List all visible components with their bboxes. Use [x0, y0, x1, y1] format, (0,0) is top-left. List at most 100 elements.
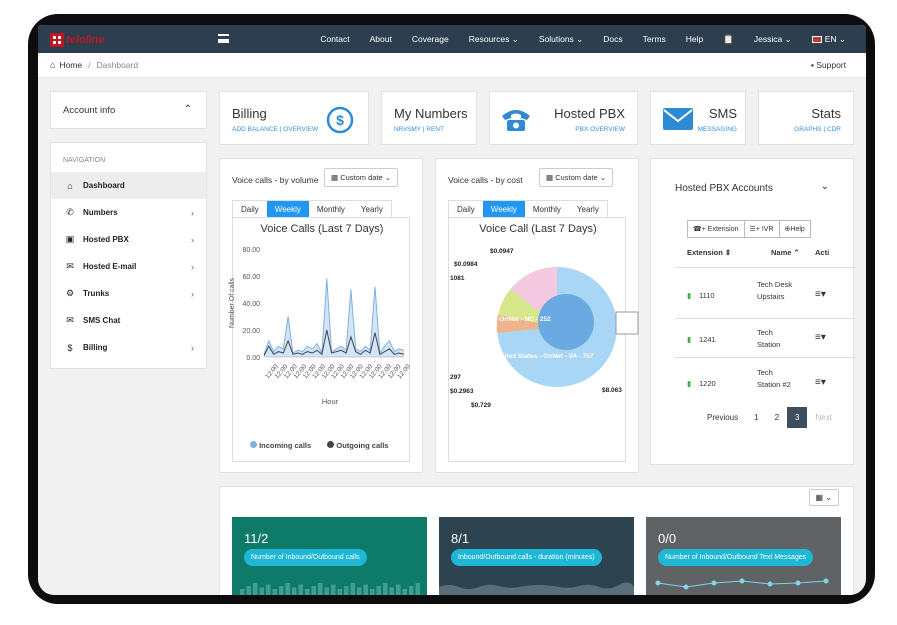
- brand-logo[interactable]: teloline: [50, 31, 110, 48]
- legend-outgoing[interactable]: Outgoing calls: [327, 441, 388, 450]
- sidebar-nav: NAVIGATION ⌂ Dashboard ✆ Numbers › ▣ Hosted …: [50, 142, 207, 369]
- language-menu[interactable]: EN ⌄: [811, 34, 846, 45]
- tab-weekly[interactable]: Weekly: [266, 201, 309, 218]
- table-row[interactable]: ▮ 1220 Tech Station #2 ≡▾: [675, 359, 855, 407]
- period-tabs: Daily Weekly Monthly Yearly: [232, 200, 392, 218]
- flag-icon: [811, 35, 822, 43]
- spark-bar: [357, 587, 362, 595]
- pbx-table-header: Extension ⇕ Name ⌃ Acti: [675, 248, 855, 268]
- stat-value: 11/2: [244, 531, 269, 546]
- spark-bar: [331, 584, 336, 595]
- telephone-icon: [502, 110, 530, 131]
- nav-resources[interactable]: Resources ⌄: [468, 33, 519, 44]
- sidebar-item-billing[interactable]: $ Billing ›: [51, 334, 206, 361]
- tile-stats[interactable]: Stats GRAPHS | CDR: [758, 91, 854, 145]
- col-actions: Acti: [815, 248, 830, 257]
- page-2[interactable]: 2: [774, 412, 780, 422]
- col-name[interactable]: Name ⌃: [771, 248, 800, 257]
- table-row[interactable]: ▮ 1241 Tech Station ≡▾: [675, 320, 855, 358]
- table-row[interactable]: ▮ 1110 Tech Desk Upstairs ≡▾: [675, 271, 855, 319]
- ivr-button[interactable]: ☰+ IVR: [744, 220, 780, 238]
- page-next[interactable]: Next: [815, 412, 832, 422]
- tab-monthly[interactable]: Monthly: [316, 205, 345, 214]
- sidebar-item-sms-chat[interactable]: ✉ SMS Chat: [51, 307, 206, 334]
- row-actions-icon[interactable]: ≡▾: [815, 289, 826, 300]
- nav-docs[interactable]: Docs: [603, 34, 623, 44]
- nav-solutions[interactable]: Solutions ⌄: [538, 33, 584, 44]
- tab-daily[interactable]: Daily: [457, 205, 475, 214]
- help-icon: ⊕: [784, 226, 791, 233]
- stat-value: 8/1: [451, 531, 470, 546]
- tab-yearly[interactable]: Yearly: [576, 205, 599, 214]
- support-link[interactable]: ▪ Support: [810, 60, 846, 70]
- stat-card-duration[interactable]: 8/1 Inbound/Outbound calls - duration (m…: [439, 517, 634, 595]
- voice-volume-card: Voice calls - by volume ▦ Custom date ⌄ …: [219, 158, 423, 473]
- chevron-down-icon[interactable]: ⌄: [820, 181, 829, 192]
- tile-billing[interactable]: Billing ADD BALANCE | OVERVIEW $: [219, 91, 369, 145]
- spark-bar: [246, 586, 251, 595]
- page-previous[interactable]: Previous: [707, 412, 739, 422]
- calendar-dropdown[interactable]: ▦ ⌄: [808, 489, 839, 506]
- tile-links[interactable]: ADD BALANCE | OVERVIEW: [232, 126, 319, 133]
- tile-links[interactable]: MESSAGING: [697, 126, 737, 133]
- tile-sms[interactable]: SMS MESSAGING: [650, 91, 746, 145]
- spark-bar: [279, 586, 284, 595]
- col-extension[interactable]: Extension ⇕: [687, 248, 732, 257]
- sidebar-item-numbers[interactable]: ✆ Numbers ›: [51, 199, 206, 226]
- stat-card-texts[interactable]: 0/0 Number of Inbound/Outbound Text Mess…: [646, 517, 841, 595]
- tab-yearly[interactable]: Yearly: [360, 205, 383, 214]
- breadcrumb-home[interactable]: Home: [59, 60, 83, 70]
- chat-icon: ✉: [66, 315, 74, 325]
- clipboard-icon[interactable]: 📋: [723, 33, 734, 44]
- sidebar-item-hosted-email[interactable]: ✉ Hosted E-mail ›: [51, 253, 206, 280]
- tile-my-numbers[interactable]: My Numbers NR#SMY | RENT: [381, 91, 477, 145]
- nav-section-label: NAVIGATION: [63, 157, 106, 164]
- chevron-right-icon: ›: [191, 207, 194, 218]
- custom-date-button[interactable]: ▦ Custom date ⌄: [324, 168, 399, 187]
- chevron-up-icon[interactable]: ⌃: [183, 104, 192, 115]
- user-menu[interactable]: Jessica ⌄: [753, 33, 792, 44]
- legend-incoming[interactable]: Incoming calls: [250, 441, 311, 450]
- tab-daily[interactable]: Daily: [241, 205, 259, 214]
- tile-links[interactable]: PBX OVERVIEW: [575, 126, 625, 133]
- nav-coverage[interactable]: Coverage: [411, 34, 449, 44]
- series-line: [263, 329, 405, 356]
- tile-links[interactable]: GRAPHS | CDR: [794, 126, 841, 133]
- nav-about[interactable]: About: [369, 34, 392, 44]
- spark-bar: [259, 587, 264, 595]
- help-button[interactable]: ⊕Help: [779, 220, 811, 238]
- tab-weekly[interactable]: Weekly: [482, 201, 525, 218]
- breadcrumb: ⌂ Home / Dashboard ▪ Support: [38, 53, 866, 78]
- sidebar-item-trunks[interactable]: ⚙ Trunks ›: [51, 280, 206, 307]
- top-navbar: teloline Contact About Coverage Resource…: [38, 25, 866, 53]
- stat-card-calls[interactable]: 11/2 Number of Inbound/Outbound calls: [232, 517, 427, 595]
- nav-help[interactable]: Help: [685, 34, 704, 44]
- nav-contact[interactable]: Contact: [320, 34, 350, 44]
- calendar-icon: ▦: [331, 173, 339, 182]
- sidebar-item-hosted-pbx[interactable]: ▣ Hosted PBX ›: [51, 226, 206, 253]
- row-actions-icon[interactable]: ≡▾: [815, 377, 826, 388]
- custom-date-button[interactable]: ▦ Custom date ⌄: [539, 168, 614, 187]
- row-actions-icon[interactable]: ≡▾: [815, 332, 826, 343]
- add-extension-button[interactable]: ☎+ Extension: [687, 220, 745, 238]
- page-1[interactable]: 1: [754, 412, 759, 422]
- spark-bar: [292, 587, 297, 595]
- spark-bar: [389, 587, 394, 595]
- home-icon: ⌂: [67, 180, 73, 191]
- account-info-panel[interactable]: Account info ⌃: [50, 91, 207, 129]
- pie-label: $8.063: [602, 387, 622, 394]
- y-tick-label: 0.00: [246, 355, 260, 362]
- page-3[interactable]: 3: [787, 406, 808, 428]
- spark-bar: [285, 583, 290, 595]
- nav-terms[interactable]: Terms: [642, 34, 666, 44]
- tile-hosted-pbx[interactable]: Hosted PBX PBX OVERVIEW: [489, 91, 638, 145]
- menu-toggle-icon[interactable]: [218, 34, 229, 43]
- tile-links[interactable]: NR#SMY | RENT: [394, 126, 444, 133]
- y-tick-label: 20.00: [242, 328, 260, 335]
- sidebar-item-dashboard[interactable]: ⌂ Dashboard: [51, 172, 206, 199]
- home-icon[interactable]: ⌂: [50, 60, 56, 70]
- tab-monthly[interactable]: Monthly: [532, 205, 561, 214]
- stat-value: 0/0: [658, 531, 677, 546]
- x-axis-label: Hour: [322, 397, 339, 406]
